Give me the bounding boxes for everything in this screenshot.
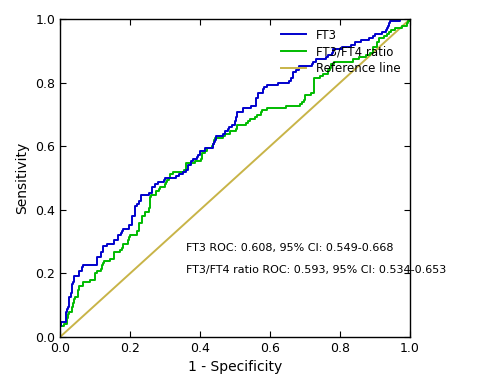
FT3/FT4 ratio: [407, 17, 413, 21]
FT3/FT4 ratio: [57, 335, 63, 339]
FT3: [342, 44, 347, 49]
X-axis label: 1 - Specificity: 1 - Specificity: [188, 360, 282, 375]
FT3/FT4 ratio: [184, 161, 190, 165]
FT3/FT4 ratio: [312, 83, 318, 87]
FT3/FT4 ratio: [350, 59, 356, 64]
Y-axis label: Sensitivity: Sensitivity: [16, 142, 30, 214]
FT3: [172, 173, 178, 178]
Text: FT3 ROC: 0.608, 95% CI: 0.549-0.668: FT3 ROC: 0.608, 95% CI: 0.549-0.668: [186, 243, 394, 253]
Line: FT3/FT4 ratio: FT3/FT4 ratio: [60, 19, 410, 337]
FT3/FT4 ratio: [316, 76, 322, 81]
FT3: [309, 64, 315, 68]
FT3/FT4 ratio: [407, 17, 413, 21]
FT3: [155, 180, 161, 185]
FT3: [57, 335, 63, 339]
FT3/FT4 ratio: [170, 169, 176, 174]
FT3: [301, 64, 307, 68]
FT3/FT4 ratio: [158, 184, 164, 189]
Line: FT3: FT3: [60, 19, 410, 337]
Text: FT3/FT4 ratio ROC: 0.593, 95% CI: 0.534-0.653: FT3/FT4 ratio ROC: 0.593, 95% CI: 0.534-…: [186, 265, 446, 275]
FT3: [186, 163, 192, 168]
Legend: FT3, FT3/FT4 ratio, Reference line: FT3, FT3/FT4 ratio, Reference line: [277, 25, 404, 78]
FT3: [396, 17, 402, 21]
FT3: [407, 17, 413, 21]
